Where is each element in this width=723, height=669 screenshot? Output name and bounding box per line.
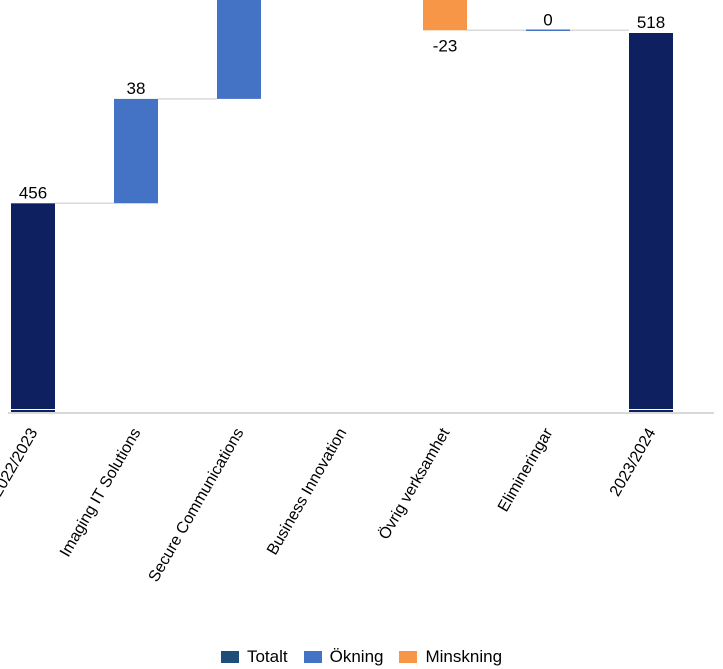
value-label-6: 518 [637,13,665,32]
connector-lines [55,29,629,205]
legend: Totalt Ökning Minskning [0,646,723,668]
legend-item-total: Totalt [220,647,288,667]
category-label-4: Övrig verksamhet [375,425,454,543]
value-label-5: 0 [543,10,552,29]
bar-6 [629,33,673,412]
legend-swatch-total [220,651,239,663]
category-label-1: Imaging IT Solutions [57,426,145,561]
bar-4 [423,0,467,31]
legend-label-increase: Ökning [329,647,384,666]
category-label-6: 2023/2024 [607,425,660,499]
category-labels: 2022/2023 Imaging IT Solutions Secure Comm… [0,425,660,585]
bar-5 [526,29,570,31]
bar-0 [11,203,55,412]
legend-label-total: Totalt [246,647,288,666]
legend-swatch-increase [303,651,322,663]
bars [11,0,673,412]
legend-swatch-decrease [399,651,418,663]
value-label-4: -23 [433,36,458,55]
category-label-2: Secure Communications [146,426,248,585]
category-label-5: Elimineringar [495,425,557,515]
bar-1 [114,98,158,204]
legend-label-decrease: Minskning [425,647,503,666]
value-label-0: 456 [19,183,47,202]
bar-2 [217,0,261,99]
legend-item-decrease: Minskning [399,647,502,667]
legend-item-increase: Ökning [303,647,384,667]
category-label-0: 2022/2023 [0,425,42,499]
value-label-1: 38 [127,79,146,98]
category-label-3: Business Innovation [264,426,350,559]
